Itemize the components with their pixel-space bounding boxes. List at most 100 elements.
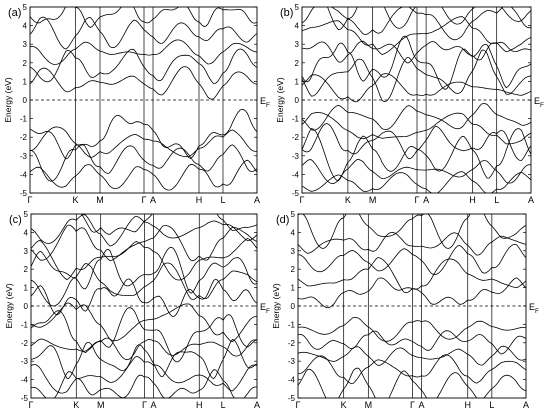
x-tick-label: H (196, 400, 203, 410)
y-axis-label: Energy (eV) (275, 77, 285, 123)
y-tick-label: 5 (23, 3, 28, 12)
band-line (327, 7, 531, 31)
band-line (31, 302, 257, 343)
y-tick-label: -1 (288, 320, 296, 329)
band-line (30, 144, 257, 182)
y-tick-label: -4 (20, 170, 28, 179)
y-tick-label: -5 (20, 189, 28, 198)
band-line (302, 49, 531, 103)
band-lines (302, 7, 531, 193)
y-tick-label: 2 (291, 265, 296, 274)
y-tick-label: 1 (291, 284, 296, 293)
band-line (30, 126, 257, 158)
fermi-level-subscript: F (535, 308, 539, 315)
y-tick-label: -4 (288, 376, 296, 385)
x-tick-label: L (220, 195, 225, 205)
y-tick-label: 4 (295, 22, 300, 31)
y-tick-label: 2 (23, 59, 28, 68)
y-tick-label: -5 (21, 394, 29, 403)
y-tick-label: 2 (24, 265, 29, 274)
y-tick-label: -5 (292, 189, 300, 198)
x-tick-label: A (150, 400, 156, 410)
x-tick-label: A (528, 195, 534, 205)
band-line (31, 278, 257, 317)
band-line (302, 123, 531, 161)
y-tick-label: 5 (295, 3, 300, 12)
band-line (302, 103, 531, 131)
band-line (302, 40, 531, 64)
band-line (31, 338, 257, 380)
y-tick-label: -3 (20, 152, 28, 161)
x-tick-label: L (221, 400, 226, 410)
fermi-level-label: EF (529, 302, 539, 315)
y-tick-label: -2 (288, 339, 296, 348)
panel-label: (d) (276, 214, 289, 226)
x-tick-label: Γ (28, 195, 33, 205)
y-tick-label: 1 (295, 77, 300, 86)
band-line (31, 355, 257, 394)
y-tick-label: -1 (21, 320, 29, 329)
band-line (31, 246, 257, 294)
y-tick-label: 4 (23, 22, 28, 31)
x-tick-label: A (423, 195, 429, 205)
band-line (298, 345, 526, 366)
band-line (31, 224, 257, 262)
panel-label: (c) (9, 214, 22, 226)
band-line (30, 7, 257, 28)
x-tick-label: H (469, 195, 476, 205)
y-tick-label: 1 (23, 77, 28, 86)
x-tick-label: A (254, 400, 260, 410)
band-line (298, 354, 526, 385)
band-line (30, 66, 257, 100)
y-tick-label: 3 (295, 40, 300, 49)
band-line (302, 171, 531, 193)
y-axis-label: Energy (eV) (271, 283, 281, 329)
fermi-level-subscript: F (266, 308, 270, 315)
band-lines (30, 7, 257, 191)
x-tick-label: M (365, 400, 373, 410)
y-tick-label: 3 (24, 247, 29, 256)
band-line (31, 337, 257, 361)
band-line (302, 128, 531, 182)
x-tick-label: K (72, 195, 78, 205)
fermi-level-subscript: F (540, 102, 544, 109)
y-tick-label: -3 (288, 357, 296, 366)
x-tick-label: M (97, 400, 105, 410)
y-tick-label: 3 (23, 40, 28, 49)
y-tick-label: -3 (292, 152, 300, 161)
x-tick-label: Γ (296, 400, 301, 410)
x-tick-label: A (254, 195, 260, 205)
band-line (30, 48, 257, 85)
y-tick-label: -1 (20, 115, 28, 124)
band-line (302, 158, 531, 185)
y-tick-label: 0 (291, 302, 296, 311)
band-line (80, 214, 257, 235)
y-tick-label: 1 (24, 284, 29, 293)
band-lines (298, 214, 526, 398)
x-tick-label: Γ (29, 400, 34, 410)
band-line (30, 39, 257, 65)
band-line (30, 159, 257, 191)
band-line (298, 231, 526, 256)
x-tick-label: K (73, 400, 79, 410)
panel-label: (a) (8, 7, 21, 19)
y-tick-label: 0 (295, 96, 300, 105)
band-line (302, 73, 531, 103)
y-tick-label: -2 (21, 339, 29, 348)
x-tick-label: H (196, 195, 203, 205)
x-tick-label: H (464, 400, 471, 410)
x-tick-label: K (341, 400, 347, 410)
band-line (298, 257, 526, 294)
y-tick-label: -5 (288, 394, 296, 403)
y-tick-label: -3 (21, 357, 29, 366)
band-line (298, 330, 526, 355)
fermi-level-subscript: F (266, 102, 270, 109)
x-tick-label: A (523, 400, 529, 410)
band-line (302, 16, 531, 55)
band-line (30, 108, 257, 160)
band-line (298, 316, 526, 342)
y-tick-label: 5 (24, 210, 29, 219)
band-line (302, 112, 531, 145)
